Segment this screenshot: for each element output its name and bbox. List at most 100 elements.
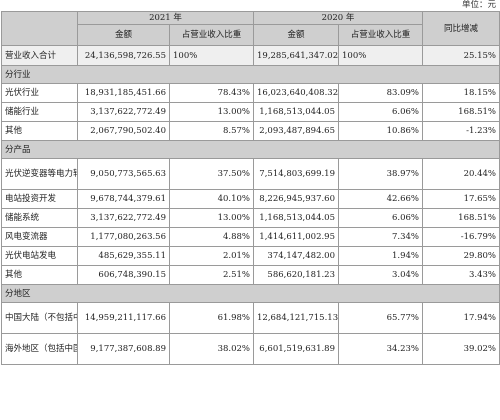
section-label: 分产品 — [1, 140, 500, 159]
section-label: 分地区 — [1, 284, 500, 303]
ratio-2020: 65.77% — [338, 302, 423, 334]
yoy-change: 3.43% — [422, 265, 500, 285]
yoy-change: 25.15% — [422, 45, 500, 66]
yoy-change: 17.94% — [422, 302, 500, 334]
table-row: 电站投资开发 9,678,744,379.61 40.10% 8,226,945… — [1, 189, 500, 209]
amount-2020: 6,601,519,631.89 — [253, 333, 339, 365]
header-yoy: 同比增减 — [422, 11, 500, 46]
header-ratio-2021: 占营业收入比重 — [169, 24, 254, 46]
amount-2021: 606,748,390.15 — [77, 265, 170, 285]
yoy-change: 39.02% — [422, 333, 500, 365]
amount-2020: 1,168,513,044.05 — [253, 208, 339, 228]
section-label: 分行业 — [1, 65, 500, 84]
revenue-table: 2021 年 2020 年 同比增减 金额 占营业收入比重 金额 占营业收入比重… — [1, 11, 500, 365]
unit-note: 单位：元 — [461, 0, 496, 10]
ratio-2020: 6.06% — [338, 102, 423, 122]
amount-2021: 9,050,773,565.63 — [77, 158, 170, 190]
ratio-2020: 10.86% — [338, 121, 423, 141]
amount-2020: 1,414,611,002.95 — [253, 227, 339, 247]
amount-2020: 374,147,482.00 — [253, 246, 339, 266]
row-label: 光伏逆变器等电力转换设备 — [1, 158, 78, 190]
yoy-change: 20.44% — [422, 158, 500, 190]
table-row: 光伏行业 18,931,185,451.66 78.43% 16,023,640… — [1, 83, 500, 103]
row-label: 光伏行业 — [1, 83, 78, 103]
yoy-change: -1.23% — [422, 121, 500, 141]
amount-2021: 3,137,622,772.49 — [77, 102, 170, 122]
row-label: 营业收入合计 — [1, 45, 78, 66]
ratio-2021: 2.01% — [169, 246, 254, 266]
header-2020: 2020 年 — [253, 11, 423, 25]
amount-2021: 1,177,080,263.56 — [77, 227, 170, 247]
table-row: 储能行业 3,137,622,772.49 13.00% 1,168,513,0… — [1, 102, 500, 122]
ratio-2020: 42.66% — [338, 189, 423, 209]
amount-2021: 485,629,355.11 — [77, 246, 170, 266]
amount-2021: 9,177,387,608.89 — [77, 333, 170, 365]
header-amount-2020: 金额 — [253, 24, 339, 46]
row-label: 光伏电站发电 — [1, 246, 78, 266]
table-row: 风电变流器 1,177,080,263.56 4.88% 1,414,611,0… — [1, 227, 500, 247]
amount-2021: 24,136,598,726.55 — [77, 45, 170, 66]
table-row: 光伏逆变器等电力转换设备 9,050,773,565.63 37.50% 7,5… — [1, 158, 500, 190]
row-label: 中国大陆（不包括中国港澳台） — [1, 302, 78, 334]
amount-2021: 9,678,744,379.61 — [77, 189, 170, 209]
section-row-product: 分产品 — [1, 140, 500, 159]
row-label: 储能系统 — [1, 208, 78, 228]
amount-2021: 14,959,211,117.66 — [77, 302, 170, 334]
yoy-change: 168.51% — [422, 102, 500, 122]
amount-2021: 18,931,185,451.66 — [77, 83, 170, 103]
ratio-2020: 1.94% — [338, 246, 423, 266]
table-row-total: 营业收入合计 24,136,598,726.55 100% 19,285,641… — [1, 45, 500, 66]
yoy-change: -16.79% — [422, 227, 500, 247]
ratio-2021: 8.57% — [169, 121, 254, 141]
table-row: 其他 2,067,790,502.40 8.57% 2,093,487,894.… — [1, 121, 500, 141]
yoy-change: 29.80% — [422, 246, 500, 266]
table-row: 其他 606,748,390.15 2.51% 586,620,181.23 3… — [1, 265, 500, 285]
yoy-change: 17.65% — [422, 189, 500, 209]
ratio-2020: 3.04% — [338, 265, 423, 285]
ratio-2021: 38.02% — [169, 333, 254, 365]
header-ratio-2020: 占营业收入比重 — [338, 24, 423, 46]
header-2021: 2021 年 — [77, 11, 254, 25]
ratio-2021: 100% — [169, 45, 254, 66]
ratio-2021: 37.50% — [169, 158, 254, 190]
row-label: 风电变流器 — [1, 227, 78, 247]
ratio-2021: 2.51% — [169, 265, 254, 285]
amount-2020: 12,684,121,715.13 — [253, 302, 339, 334]
table-row: 储能系统 3,137,622,772.49 13.00% 1,168,513,0… — [1, 208, 500, 228]
amount-2020: 586,620,181.23 — [253, 265, 339, 285]
amount-2020: 1,168,513,044.05 — [253, 102, 339, 122]
amount-2021: 2,067,790,502.40 — [77, 121, 170, 141]
ratio-2020: 83.09% — [338, 83, 423, 103]
row-label: 电站投资开发 — [1, 189, 78, 209]
amount-2020: 7,514,803,699.19 — [253, 158, 339, 190]
amount-2021: 3,137,622,772.49 — [77, 208, 170, 228]
yoy-change: 168.51% — [422, 208, 500, 228]
row-label: 其他 — [1, 121, 78, 141]
ratio-2021: 78.43% — [169, 83, 254, 103]
table-row: 海外地区（包括中国港澳台） 9,177,387,608.89 38.02% 6,… — [1, 333, 500, 365]
ratio-2020: 6.06% — [338, 208, 423, 228]
ratio-2021: 13.00% — [169, 208, 254, 228]
ratio-2020: 100% — [338, 45, 423, 66]
row-label: 其他 — [1, 265, 78, 285]
table-row: 中国大陆（不包括中国港澳台） 14,959,211,117.66 61.98% … — [1, 302, 500, 334]
amount-2020: 2,093,487,894.65 — [253, 121, 339, 141]
ratio-2021: 61.98% — [169, 302, 254, 334]
ratio-2020: 38.97% — [338, 158, 423, 190]
section-row-industry: 分行业 — [1, 65, 500, 84]
ratio-2021: 4.88% — [169, 227, 254, 247]
header-amount-2021: 金额 — [77, 24, 170, 46]
amount-2020: 19,285,641,347.02 — [253, 45, 339, 66]
amount-2020: 16,023,640,408.32 — [253, 83, 339, 103]
header-row-years: 2021 年 2020 年 同比增减 — [1, 11, 500, 46]
row-label: 储能行业 — [1, 102, 78, 122]
amount-2020: 8,226,945,937.60 — [253, 189, 339, 209]
section-row-region: 分地区 — [1, 284, 500, 303]
yoy-change: 18.15% — [422, 83, 500, 103]
header-blank — [1, 11, 78, 46]
table-row: 光伏电站发电 485,629,355.11 2.01% 374,147,482.… — [1, 246, 500, 266]
ratio-2020: 34.23% — [338, 333, 423, 365]
ratio-2021: 13.00% — [169, 102, 254, 122]
row-label: 海外地区（包括中国港澳台） — [1, 333, 78, 365]
ratio-2020: 7.34% — [338, 227, 423, 247]
